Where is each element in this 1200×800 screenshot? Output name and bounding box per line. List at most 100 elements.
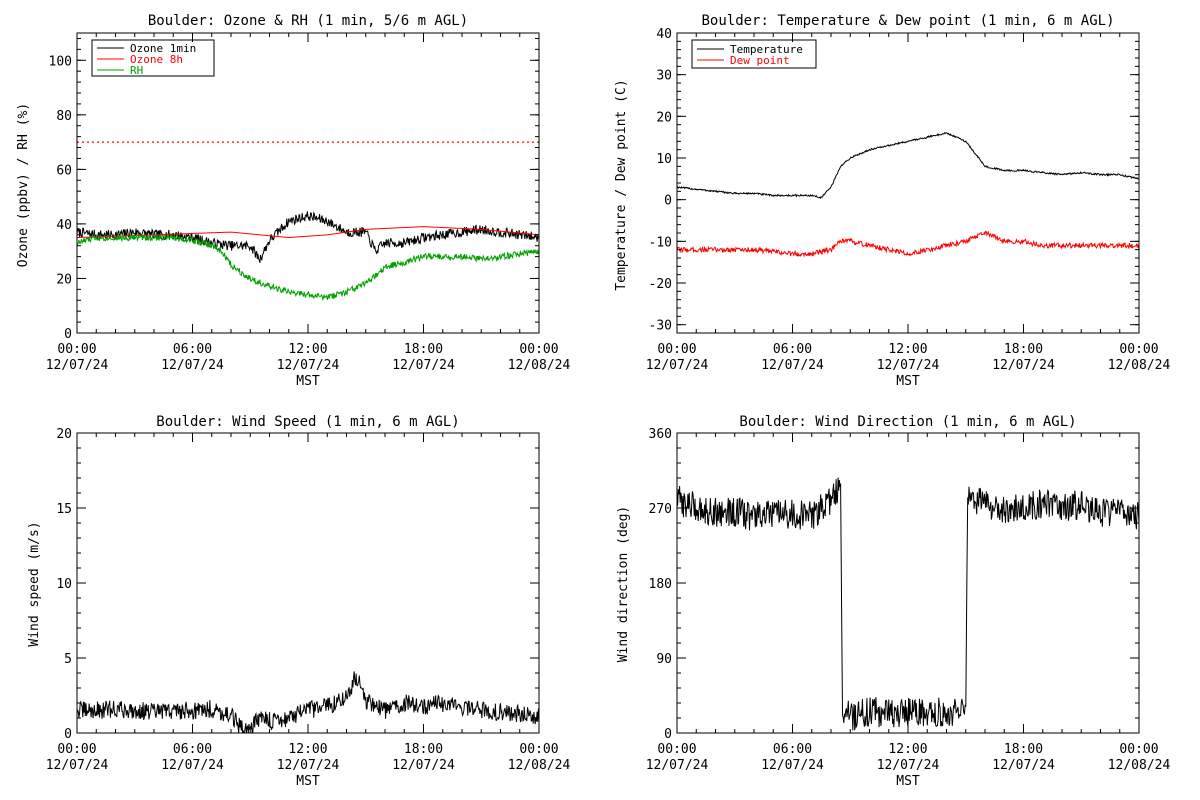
- x-tick-date-label: 12/08/24: [1108, 358, 1171, 373]
- x-tick-date-label: 12/07/24: [46, 758, 109, 773]
- series-layer: [76, 671, 540, 734]
- x-tick-label: 00:00: [1119, 742, 1158, 757]
- x-tick-date-label: 12/07/24: [761, 758, 824, 773]
- y-tick-label: 360: [649, 427, 672, 442]
- y-tick-label: -10: [649, 235, 672, 250]
- x-tick-date-label: 12/07/24: [992, 358, 1055, 373]
- ozone-rh-panel: Boulder: Ozone & RH (1 min, 5/6 m AGL) O…: [16, 13, 570, 389]
- temperature-line: [676, 132, 1140, 200]
- x-tick-label: 18:00: [404, 342, 443, 357]
- x-tick-label: 00:00: [1119, 342, 1158, 357]
- plot-frame: [676, 32, 1140, 334]
- series-line: [676, 477, 1140, 731]
- series-layer: [676, 132, 1140, 258]
- series-layer: [676, 477, 1140, 731]
- x-tick-date-label: 12/07/24: [277, 358, 340, 373]
- x-tick-date-label: 12/07/24: [877, 758, 940, 773]
- x-tick-date-label: 12/07/24: [761, 358, 824, 373]
- y-axis-label: Temperature / Dew point (C): [614, 79, 629, 290]
- y-tick-label: 90: [656, 652, 672, 667]
- x-tick-label: 18:00: [1004, 342, 1043, 357]
- y-tick-label: -20: [649, 277, 672, 292]
- y-tick-label: 80: [56, 109, 72, 124]
- x-tick-date-label: 12/07/24: [277, 758, 340, 773]
- x-tick-date-label: 12/07/24: [392, 358, 455, 373]
- y-axis-label: Ozone (ppbv) / RH (%): [16, 103, 31, 267]
- y-tick-label: 40: [656, 27, 672, 42]
- chart-title: Boulder: Wind Direction (1 min, 6 m AGL): [739, 414, 1076, 430]
- x-tick-date-label: 12/07/24: [46, 358, 109, 373]
- y-tick-label: 5: [64, 652, 72, 667]
- legend-label: RH: [130, 64, 143, 77]
- chart-title: Boulder: Ozone & RH (1 min, 5/6 m AGL): [148, 13, 468, 29]
- x-tick-date-label: 12/07/24: [646, 758, 709, 773]
- x-tick-date-label: 12/08/24: [1108, 758, 1171, 773]
- x-tick-label: 00:00: [519, 742, 558, 757]
- series-line: [76, 671, 540, 734]
- y-tick-label: 40: [56, 218, 72, 233]
- plot-frame: [76, 32, 540, 334]
- y-tick-label: -30: [649, 319, 672, 334]
- temperature-dewpoint-panel: Boulder: Temperature & Dew point (1 min,…: [614, 13, 1170, 389]
- y-axis-label: Wind direction (deg): [616, 506, 631, 663]
- y-tick-label: 270: [649, 502, 672, 517]
- x-tick-label: 00:00: [519, 342, 558, 357]
- x-tick-date-label: 12/08/24: [508, 758, 571, 773]
- x-tick-label: 06:00: [773, 742, 812, 757]
- x-axis-label: MST: [296, 374, 320, 389]
- dew-point-line: [676, 230, 1140, 258]
- x-tick-label: 00:00: [657, 342, 696, 357]
- wind-direction-panel: Boulder: Wind Direction (1 min, 6 m AGL)…: [616, 414, 1170, 789]
- x-tick-date-label: 12/07/24: [992, 758, 1055, 773]
- legend-label: Dew point: [730, 54, 790, 67]
- x-tick-date-label: 12/07/24: [161, 758, 224, 773]
- y-tick-label: 10: [56, 577, 72, 592]
- x-tick-label: 12:00: [288, 342, 327, 357]
- y-tick-label: 30: [656, 69, 672, 84]
- y-tick-label: 10: [656, 152, 672, 167]
- legend-label: Ozone 1min: [130, 42, 196, 55]
- x-tick-label: 06:00: [173, 342, 212, 357]
- x-tick-date-label: 12/08/24: [508, 358, 571, 373]
- x-tick-label: 00:00: [57, 342, 96, 357]
- legend: Temperature Dew point: [691, 39, 817, 69]
- legend-box: [691, 39, 817, 69]
- y-tick-label: 20: [56, 427, 72, 442]
- x-tick-label: 12:00: [888, 342, 927, 357]
- x-axis-label: MST: [896, 374, 920, 389]
- x-tick-label: 18:00: [1004, 742, 1043, 757]
- x-tick-label: 12:00: [288, 742, 327, 757]
- y-tick-label: 60: [56, 163, 72, 178]
- wind-speed-panel: Boulder: Wind Speed (1 min, 6 m AGL) Win…: [27, 414, 570, 789]
- y-axis-label: Wind speed (m/s): [27, 521, 42, 646]
- legend-label: Temperature: [730, 43, 803, 56]
- plot-frame: [76, 432, 540, 734]
- x-tick-label: 12:00: [888, 742, 927, 757]
- x-tick-label: 18:00: [404, 742, 443, 757]
- y-tick-label: 0: [664, 727, 672, 742]
- y-tick-label: 0: [664, 194, 672, 209]
- rh-line: [76, 232, 540, 301]
- y-tick-label: 100: [49, 54, 72, 69]
- x-axis-label: MST: [896, 774, 920, 789]
- chart-title: Boulder: Wind Speed (1 min, 6 m AGL): [156, 414, 459, 430]
- y-tick-label: 0: [64, 727, 72, 742]
- x-tick-date-label: 12/07/24: [392, 758, 455, 773]
- x-tick-label: 06:00: [173, 742, 212, 757]
- x-tick-label: 00:00: [57, 742, 96, 757]
- y-tick-label: 0: [64, 327, 72, 342]
- series-layer: [76, 141, 540, 301]
- x-tick-date-label: 12/07/24: [877, 358, 940, 373]
- chart-title: Boulder: Temperature & Dew point (1 min,…: [701, 13, 1114, 29]
- x-tick-date-label: 12/07/24: [646, 358, 709, 373]
- x-axis-label: MST: [296, 774, 320, 789]
- y-tick-label: 15: [56, 502, 72, 517]
- x-tick-label: 06:00: [773, 342, 812, 357]
- x-tick-label: 00:00: [657, 742, 696, 757]
- y-tick-label: 20: [56, 272, 72, 287]
- plot-frame: [676, 432, 1140, 734]
- y-tick-label: 20: [656, 110, 672, 125]
- legend: Ozone 1min Ozone 8h RH: [91, 39, 215, 77]
- y-tick-label: 180: [649, 577, 672, 592]
